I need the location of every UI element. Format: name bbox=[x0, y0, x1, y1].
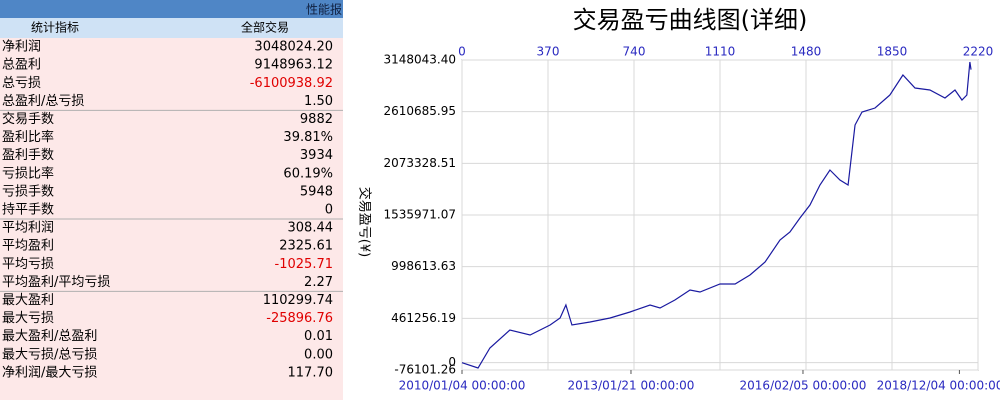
row-value: 9882 bbox=[300, 112, 333, 127]
y-tick-label: 0 bbox=[448, 355, 456, 369]
row-value: 117.70 bbox=[288, 365, 334, 380]
row-label: 最大盈利 bbox=[2, 293, 54, 308]
panel-title: 性能报 bbox=[306, 2, 342, 17]
panel-bar bbox=[0, 0, 343, 18]
row-label: 净利润 bbox=[2, 40, 41, 55]
date-tick-label: 2016/02/05 00:00:00 bbox=[740, 379, 867, 393]
row-value: -25896.76 bbox=[266, 311, 333, 326]
row-label: 持平手数 bbox=[2, 202, 54, 217]
row-label: 亏损手数 bbox=[2, 184, 54, 199]
row-value: 2325.61 bbox=[279, 239, 333, 254]
row-label: 平均利润 bbox=[2, 221, 54, 236]
x-tick-label: 740 bbox=[623, 45, 646, 59]
row-value: 2.27 bbox=[304, 275, 333, 290]
row-label: 总盈利/总亏损 bbox=[2, 94, 84, 109]
row-label: 最大亏损 bbox=[2, 311, 54, 326]
row-label: 亏损比率 bbox=[2, 165, 54, 181]
row-value: -6100938.92 bbox=[250, 76, 333, 91]
x-tick-label: 370 bbox=[537, 45, 560, 59]
row-label: 最大亏损/总亏损 bbox=[2, 347, 97, 362]
header-cell: 统计指标 bbox=[31, 20, 79, 35]
row-label: 总盈利 bbox=[2, 58, 41, 73]
y-axis-title: 交易盈亏(¥) bbox=[357, 187, 373, 257]
row-label: 最大盈利/总盈利 bbox=[2, 329, 97, 344]
row-value: 9148963.12 bbox=[254, 58, 333, 73]
row-label: 总亏损 bbox=[2, 76, 41, 91]
x-tick-label: 2220 bbox=[963, 45, 994, 59]
row-value: 3934 bbox=[300, 148, 333, 163]
y-tick-label: 1535971.07 bbox=[383, 208, 456, 222]
row-value: 5948 bbox=[300, 184, 333, 199]
chart-title: 交易盈亏曲线图(详细) bbox=[573, 6, 808, 34]
y-tick-label: 2610685.95 bbox=[383, 104, 456, 118]
row-label: 平均亏损 bbox=[2, 257, 54, 272]
equity-line bbox=[461, 61, 972, 369]
x-tick-label: 1850 bbox=[877, 45, 908, 59]
y-tick-label: 461256.19 bbox=[391, 311, 456, 325]
date-tick-label: 2018/12/04 00:00:00 bbox=[877, 379, 1000, 393]
row-label: 净利润/最大亏损 bbox=[2, 365, 97, 380]
y-tick-label: 3148043.40 bbox=[383, 53, 456, 67]
row-label: 平均盈利/平均亏损 bbox=[2, 275, 110, 290]
header-cell: 全部交易 bbox=[241, 20, 289, 35]
x-tick-label: 1480 bbox=[791, 45, 822, 59]
row-value: 0 bbox=[325, 202, 333, 217]
row-label: 平均盈利 bbox=[2, 239, 54, 254]
row-value: 60.19% bbox=[283, 166, 333, 181]
y-tick-label: -76101.26 bbox=[394, 363, 456, 377]
row-value: -1025.71 bbox=[275, 257, 333, 272]
table-header bbox=[0, 18, 343, 38]
row-value: 0.00 bbox=[304, 347, 333, 362]
row-value: 110299.74 bbox=[263, 293, 333, 308]
x-tick-label: 0 bbox=[458, 45, 466, 59]
row-label: 盈利手数 bbox=[2, 148, 54, 163]
row-label: 盈利比率 bbox=[2, 129, 54, 145]
y-tick-label: 2073328.51 bbox=[383, 156, 456, 170]
row-value: 3048024.20 bbox=[254, 40, 333, 55]
date-tick-label: 2010/01/04 00:00:00 bbox=[399, 379, 526, 393]
row-value: 308.44 bbox=[288, 221, 334, 236]
x-tick-label: 1110 bbox=[705, 45, 736, 59]
row-value: 39.81% bbox=[283, 130, 333, 145]
row-value: 0.01 bbox=[304, 329, 333, 344]
row-value: 1.50 bbox=[304, 94, 333, 109]
date-tick-label: 2013/01/21 00:00:00 bbox=[568, 379, 695, 393]
y-tick-label: 998613.63 bbox=[391, 259, 456, 273]
row-label: 交易手数 bbox=[2, 111, 54, 127]
